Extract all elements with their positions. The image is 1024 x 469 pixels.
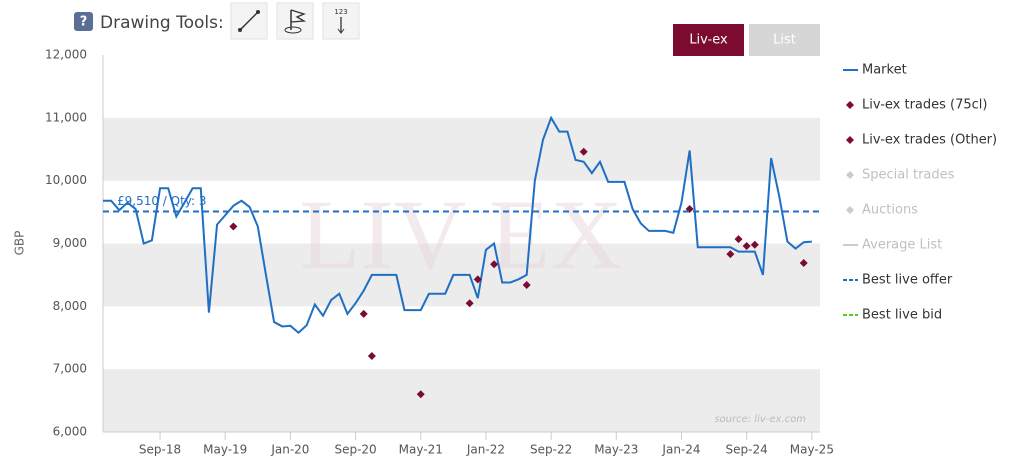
legend-symbol: [846, 136, 854, 144]
y-tick-label: 8,000: [53, 299, 87, 313]
tool-label[interactable]: 123: [322, 2, 360, 40]
y-tick-label: 9,000: [53, 236, 87, 250]
y-axis-label: GBP: [13, 231, 27, 256]
trade-point: [734, 235, 743, 244]
x-tick-label: Jan-20: [270, 443, 309, 457]
tool-flag[interactable]: [276, 2, 314, 40]
x-tick-label: May-23: [594, 443, 638, 457]
legend-symbol: [846, 171, 854, 179]
help-icon[interactable]: [74, 12, 93, 31]
trade-point: [726, 250, 735, 259]
legend-label: Auctions: [862, 203, 918, 218]
help-text: ?: [80, 15, 88, 30]
trade-point: [490, 260, 499, 269]
trade-point: [799, 258, 808, 267]
trade-point: [473, 275, 482, 284]
legend-label: Average List: [862, 238, 942, 253]
button-livex-text: Liv-ex: [689, 33, 728, 48]
source-note: source: liv-ex.com: [714, 414, 806, 425]
trade-point: [750, 240, 759, 249]
trade-point: [742, 242, 751, 251]
x-tick-label: Sep-20: [334, 443, 376, 457]
legend-label: Special trades: [862, 168, 955, 183]
x-tick-label: Sep-22: [530, 443, 572, 457]
legend-label: Liv-ex trades (Other): [862, 133, 997, 148]
trade-point: [579, 147, 588, 156]
trade-point: [229, 222, 238, 231]
legend-symbol: [846, 206, 854, 214]
button-livex[interactable]: [673, 24, 744, 56]
y-tick-label: 11,000: [45, 110, 87, 124]
y-tick-label: 6,000: [53, 425, 87, 439]
line-series: [103, 115, 812, 335]
trade-point: [359, 309, 368, 318]
button-list-text: List: [773, 33, 796, 48]
button-list[interactable]: [749, 24, 820, 56]
x-tick-label: Sep-24: [726, 443, 768, 457]
y-tick-label: 10,000: [45, 173, 87, 187]
trade-point: [367, 351, 376, 360]
tool-icon-text: 123: [334, 8, 347, 16]
legend-label: Best live offer: [862, 273, 953, 288]
legend-symbol: [846, 101, 854, 109]
x-tick-label: May-19: [203, 443, 247, 457]
y-tick-label: 12,000: [45, 48, 87, 62]
x-tick-label: Jan-22: [466, 443, 505, 457]
x-tick-label: Jan-24: [661, 443, 700, 457]
grid-band: [103, 117, 820, 181]
toolbar-label: Drawing Tools:: [100, 13, 224, 33]
offer-annotation: £9,510 / Qty: 3: [117, 194, 207, 208]
trade-point: [522, 280, 531, 289]
y-tick-label: 7,000: [53, 362, 87, 376]
x-tick-label: May-21: [399, 443, 443, 457]
legend-label: Liv-ex trades (75cl): [862, 98, 988, 113]
x-tick-label: May-25: [790, 443, 834, 457]
trade-point: [465, 299, 474, 308]
tool-line[interactable]: [230, 2, 268, 40]
legend-label: Market: [862, 63, 907, 78]
x-tick-label: Sep-18: [139, 443, 181, 457]
trade-point: [416, 390, 425, 399]
grid-band: [103, 369, 820, 432]
legend-label: Best live bid: [862, 308, 942, 323]
watermark: LIV EX: [299, 179, 622, 290]
